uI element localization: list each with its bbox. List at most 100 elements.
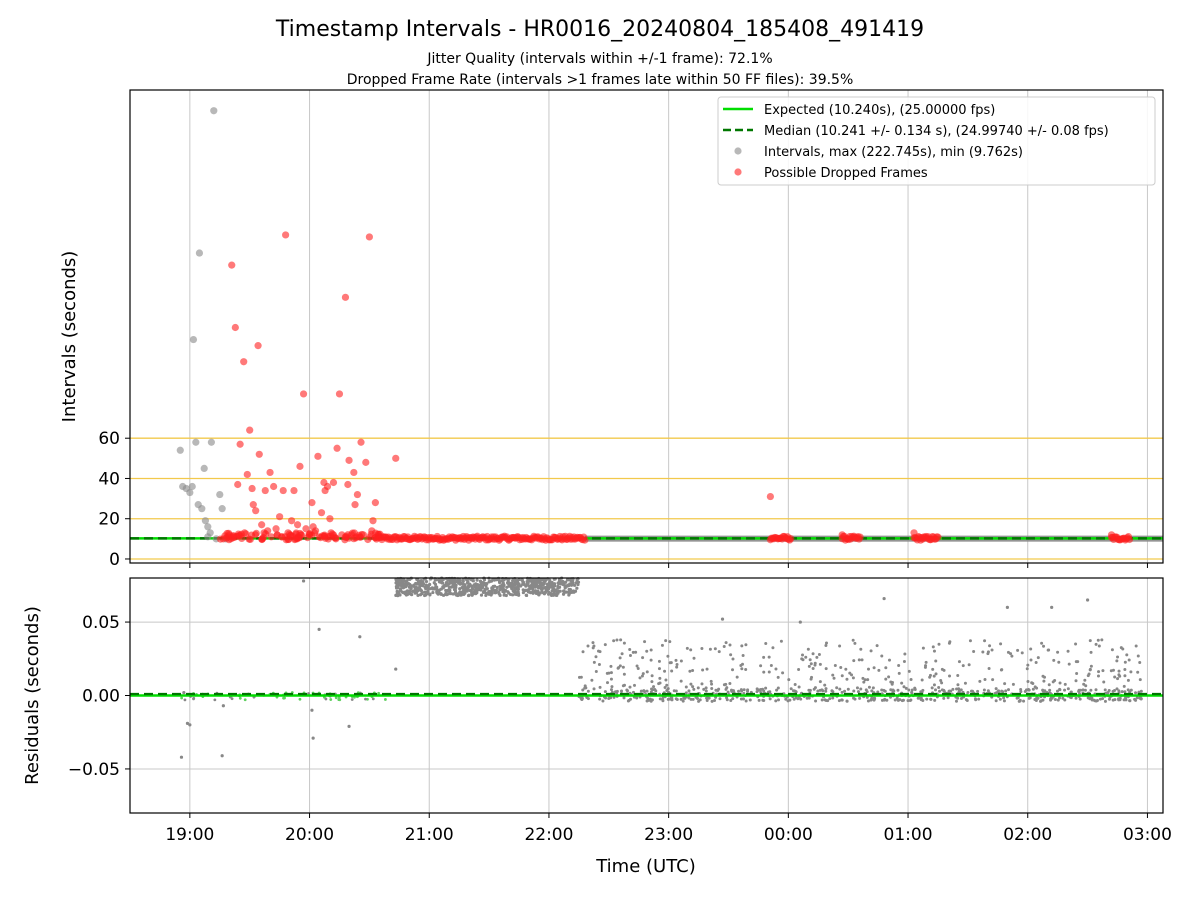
residual-point [432,581,436,585]
residual-point [516,582,520,586]
residual-point [709,679,713,683]
residual-point [628,647,632,651]
dropped-frame-point [350,468,358,477]
residual-point [977,697,981,701]
interval-point [204,533,212,541]
residual-point [835,686,839,690]
dropped-frame-point [787,535,795,543]
residual-point [856,690,860,694]
residual-point [1094,642,1098,646]
residual-point [580,697,584,701]
residual-point [1050,605,1054,609]
residual-point [852,696,856,700]
residual-point [820,688,824,692]
dropped-frame-point [299,390,308,398]
residual-point [744,699,748,703]
residual-point [283,696,286,700]
residual-point [334,696,338,700]
residual-point [1083,678,1087,682]
residual-point [620,652,624,656]
dropped-frame-point [258,521,266,529]
residual-point [398,587,403,591]
residual-point [916,696,920,700]
residual-point [887,658,891,662]
residual-point [484,593,488,598]
residual-point [1066,649,1070,653]
dropped-frame-point [282,231,290,239]
residual-point [764,642,768,646]
residual-point [586,644,590,648]
residual-point [1084,684,1088,688]
residual-point [957,689,961,693]
residual-point [1042,679,1046,683]
dropped-frame-point [856,533,864,541]
residual-point [720,617,725,621]
residual-point [843,689,847,693]
residual-point [990,648,994,652]
dropped-frame-point [246,535,254,544]
residual-point [814,699,818,703]
residual-point [488,590,492,594]
residual-point [516,592,521,596]
residual-point [1046,648,1050,652]
residual-point [853,641,857,645]
residual-point [907,669,911,673]
residual-point [858,696,862,700]
residual-point [1116,697,1120,701]
residual-point [612,639,616,643]
residual-point [243,698,247,702]
residual-point [543,590,548,594]
residual-point [554,588,558,592]
residual-point [460,586,464,590]
dropped-frame-point [248,484,256,493]
residual-point [933,698,937,702]
subtitle-dropped: Dropped Frame Rate (intervals >1 frames … [347,72,854,88]
residual-point [1133,697,1137,701]
residual-point [1128,699,1132,703]
residual-point [806,647,810,651]
residual-point [983,639,987,643]
residual-point [824,641,828,645]
residual-point [684,685,688,689]
residual-point [534,582,538,587]
residual-point [557,580,561,584]
residual-point [994,687,998,691]
dropped-frame-point [272,525,280,533]
residual-point [1110,648,1114,652]
residual-point [808,658,812,662]
residual-point [405,579,409,583]
residual-point [739,664,743,668]
residual-point [722,645,726,649]
residual-point [761,687,765,691]
residual-point [823,683,827,687]
dropped-frame-point [333,444,341,452]
residual-point [1088,668,1092,672]
residual-point [764,686,768,690]
residual-point [724,641,728,645]
dropped-frame-point [1125,535,1134,544]
residual-point [551,593,555,597]
residual-point [500,585,504,589]
residual-point [1053,697,1057,701]
residual-point [934,688,938,692]
residual-point [511,579,515,583]
residual-point [724,687,728,691]
residual-point [1035,686,1039,690]
residual-point [423,590,428,594]
residual-point [737,689,741,693]
residual-point [329,698,333,701]
residual-point [529,586,533,590]
residual-point [1136,654,1140,658]
residual-point [1079,688,1083,692]
residual-point [650,674,654,678]
residual-point [700,646,704,650]
residual-point [692,687,696,691]
residual-point [1004,689,1008,693]
residual-point [1083,688,1087,692]
x-tick-label: 03:00 [1123,825,1172,845]
residual-point [377,691,381,695]
residual-point [1134,691,1138,695]
residual-point [998,697,1002,701]
residual-point [681,699,685,703]
residual-point [470,587,475,591]
